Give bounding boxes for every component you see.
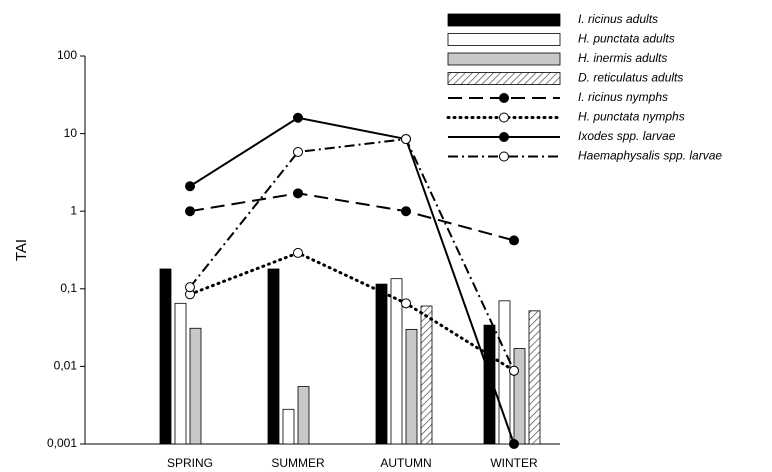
y-tick-label: 0,01 xyxy=(54,359,78,373)
marker xyxy=(293,188,303,199)
bar xyxy=(390,278,403,445)
line xyxy=(189,192,515,242)
marker xyxy=(293,112,303,123)
marker xyxy=(509,439,519,449)
bar xyxy=(159,268,172,445)
marker xyxy=(401,298,411,309)
bar xyxy=(297,386,310,445)
marker xyxy=(185,181,195,192)
x-tick-label: SUMMER xyxy=(271,456,325,470)
marker xyxy=(401,206,411,217)
x-tick-label: WINTER xyxy=(490,456,538,470)
line xyxy=(189,137,515,372)
bar xyxy=(528,310,541,445)
bar xyxy=(420,305,433,445)
legend-swatch xyxy=(447,33,561,46)
marker xyxy=(509,235,519,246)
y-axis-label: TAI xyxy=(13,239,30,261)
y-tick-label: 10 xyxy=(64,126,78,140)
legend-marker xyxy=(499,112,509,123)
bar xyxy=(267,268,280,445)
legend-swatch xyxy=(447,52,561,66)
legend-marker xyxy=(499,151,509,162)
legend-label: Haemaphysalis spp. larvae xyxy=(578,149,722,163)
marker xyxy=(293,247,303,258)
legend-marker xyxy=(499,132,509,142)
y-tick-label: 1 xyxy=(70,203,77,217)
legend-label: Ixodes spp. larvae xyxy=(578,129,676,143)
y-tick-label: 0,1 xyxy=(60,281,77,295)
bar xyxy=(375,283,388,445)
bar xyxy=(498,300,511,445)
bar xyxy=(189,327,202,445)
x-tick-label: AUTUMN xyxy=(380,456,431,470)
line xyxy=(188,251,516,373)
line xyxy=(189,116,515,445)
legend-label: D. reticulatus adults xyxy=(578,71,683,85)
marker xyxy=(509,365,519,376)
x-tick-label: SPRING xyxy=(167,456,213,470)
marker xyxy=(185,206,195,217)
bar xyxy=(483,324,496,445)
legend-label: I. ricinus nymphs xyxy=(578,90,668,104)
legend-swatch xyxy=(447,13,561,27)
legend-label: I. ricinus adults xyxy=(578,12,658,26)
legend-label: H. punctata nymphs xyxy=(578,110,685,124)
legend-label: H. inermis adults xyxy=(578,51,667,65)
legend-label: H. punctata adults xyxy=(578,32,675,46)
y-tick-label: 0,001 xyxy=(47,436,77,450)
bar xyxy=(282,408,295,445)
marker xyxy=(401,134,411,145)
marker xyxy=(293,146,303,157)
bar xyxy=(513,348,526,445)
legend-marker xyxy=(499,93,509,103)
bar xyxy=(405,328,418,445)
bar xyxy=(174,302,187,445)
y-tick-label: 100 xyxy=(57,48,77,62)
legend-swatch xyxy=(447,72,561,85)
marker xyxy=(185,282,195,293)
